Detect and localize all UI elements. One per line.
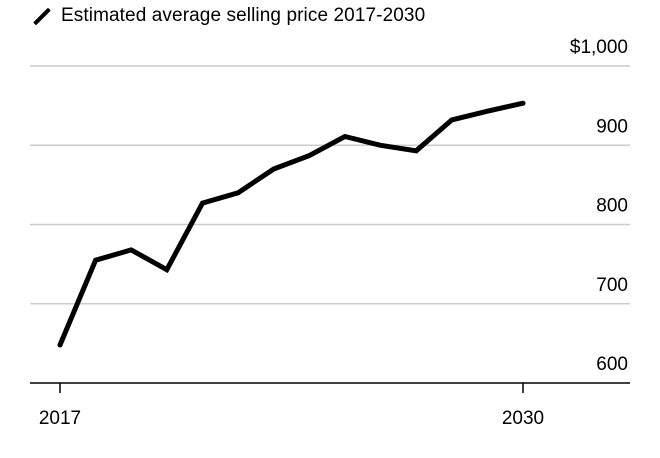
x-axis: 2017 2030	[39, 383, 544, 429]
data-point-2024	[307, 153, 312, 158]
data-point-2019	[129, 247, 134, 252]
y-tick-label: 800	[596, 196, 628, 217]
data-point-2027	[414, 148, 419, 153]
data-point-2017	[58, 342, 63, 347]
y-tick-label: 700	[596, 275, 628, 296]
data-point-2025	[342, 134, 347, 139]
data-point-2026	[378, 143, 383, 148]
data-point-2028	[449, 117, 454, 122]
data-point-2021	[200, 201, 205, 206]
x-tick-label: 2030	[502, 408, 544, 429]
y-tick-label: $1,000	[570, 37, 628, 58]
x-tick-label: 2017	[39, 408, 81, 429]
gridlines	[30, 65, 630, 384]
series-line	[57, 100, 526, 348]
series-group	[57, 100, 526, 348]
legend-label: Estimated average selling price 2017-203…	[61, 5, 426, 26]
y-tick-label: 600	[596, 354, 628, 375]
y-axis-labels: $1,000 900 800 700 600	[570, 37, 628, 375]
y-tick-label: 900	[596, 116, 628, 137]
data-point-2022	[236, 190, 241, 195]
data-point-2020	[164, 267, 169, 272]
data-point-2018	[93, 258, 98, 263]
data-point-2029	[485, 109, 490, 114]
data-point-2023	[271, 167, 276, 172]
data-point-2030	[521, 101, 526, 106]
chart-legend: Estimated average selling price 2017-203…	[33, 3, 425, 29]
